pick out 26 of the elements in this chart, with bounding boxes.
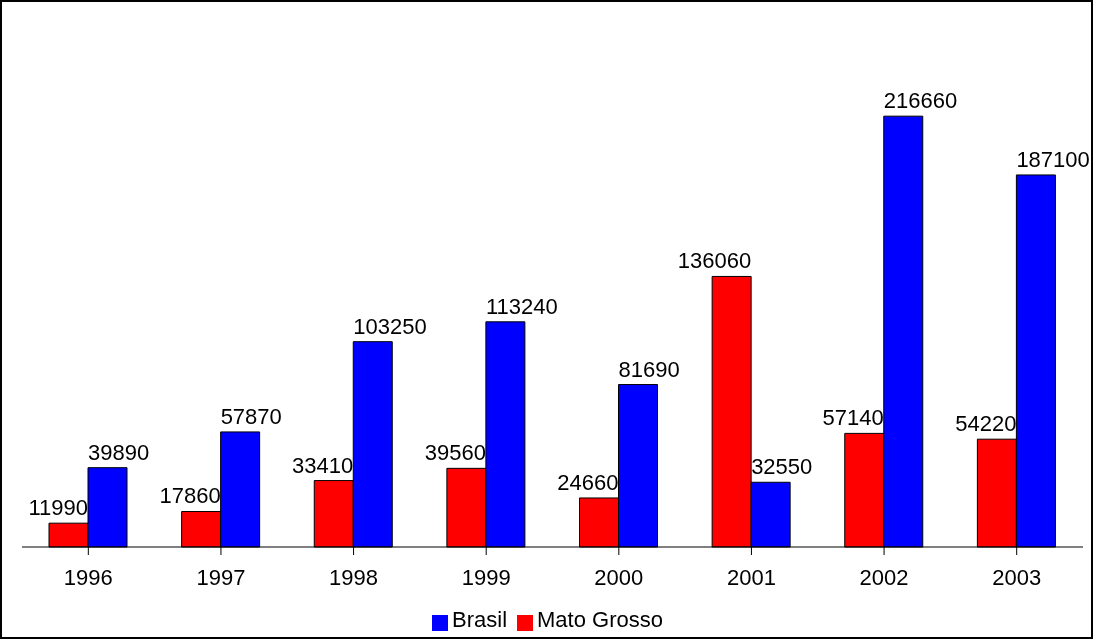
x-tick-label: 2003: [992, 564, 1042, 590]
data-label: 24660: [557, 469, 619, 495]
data-label: 113240: [485, 293, 558, 319]
x-tick-label: 1998: [329, 564, 379, 590]
x-tick-label: 2001: [726, 564, 776, 590]
data-label: 187100: [1016, 146, 1090, 172]
legend-label: Mato Grosso: [537, 607, 663, 632]
x-tick-label: 2002: [859, 564, 909, 590]
data-label: 54220: [955, 411, 1017, 437]
data-label: 17860: [159, 483, 221, 509]
x-tick-label: 1996: [63, 564, 113, 590]
data-label: 81690: [618, 356, 680, 382]
data-label: 32550: [751, 454, 813, 480]
x-tick-label: 1997: [196, 564, 246, 590]
data-label: 33410: [292, 452, 354, 478]
data-label: 216660: [883, 88, 958, 114]
data-label: 136060: [677, 248, 752, 274]
data-label: 103250: [353, 313, 427, 339]
data-label: 57140: [822, 405, 884, 431]
data-label: 11990: [28, 495, 88, 521]
data-label: 57870: [220, 403, 282, 429]
x-tick-label: 2000: [594, 564, 644, 590]
data-label: 39560: [424, 440, 486, 466]
legend-label: Brasil: [452, 607, 508, 632]
data-label: 39890: [88, 439, 150, 465]
x-tick-label: 1999: [461, 564, 511, 590]
